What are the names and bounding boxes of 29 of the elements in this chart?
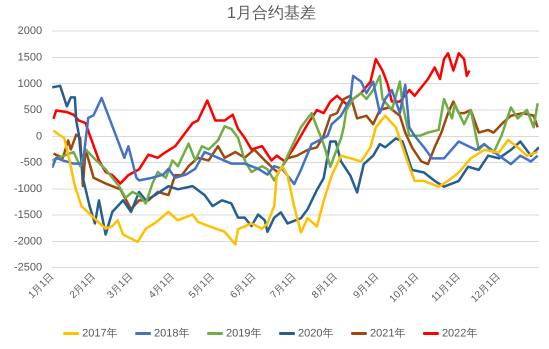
y-tick-label: -1000 [14,182,42,195]
y-tick-label: 2000 [18,25,42,38]
x-tick-label: 10月1日 [388,271,422,305]
y-tick-label: 500 [24,104,42,116]
legend-label: 2019年 [226,328,262,340]
x-tick-label: 5月1日 [186,271,217,301]
y-tick-label: -1500 [14,209,42,222]
y-tick-label: 0 [36,130,42,142]
x-tick-label: 9月1日 [351,271,382,301]
x-tick-label: 11月1日 [430,271,463,304]
x-tick-label: 3月1日 [105,271,136,301]
x-tick-label: 8月1日 [310,271,340,301]
legend-label: 2017年 [82,328,118,340]
legend-label: 2020年 [298,328,334,340]
y-tick-label: -500 [20,156,42,169]
x-tick-label: 4月1日 [146,271,177,301]
x-tick-label: 1月1日 [26,271,56,301]
legend-label: 2022年 [442,328,478,340]
y-tick-label: -2500 [14,262,42,274]
legend-label: 2021年 [370,328,406,340]
x-tick-label: 7月1日 [268,271,298,301]
x-tick-label: 12月1日 [469,271,503,305]
y-tick-label: 1000 [18,78,42,90]
legend-label: 2018年 [154,328,190,340]
y-tick-label: 1500 [18,51,42,64]
x-tick-label: 2月1日 [68,271,98,301]
y-tick-label: -2000 [14,235,42,248]
x-tick-label: 6月1日 [228,271,258,301]
chart-title: 1月合约基差 [227,4,316,22]
